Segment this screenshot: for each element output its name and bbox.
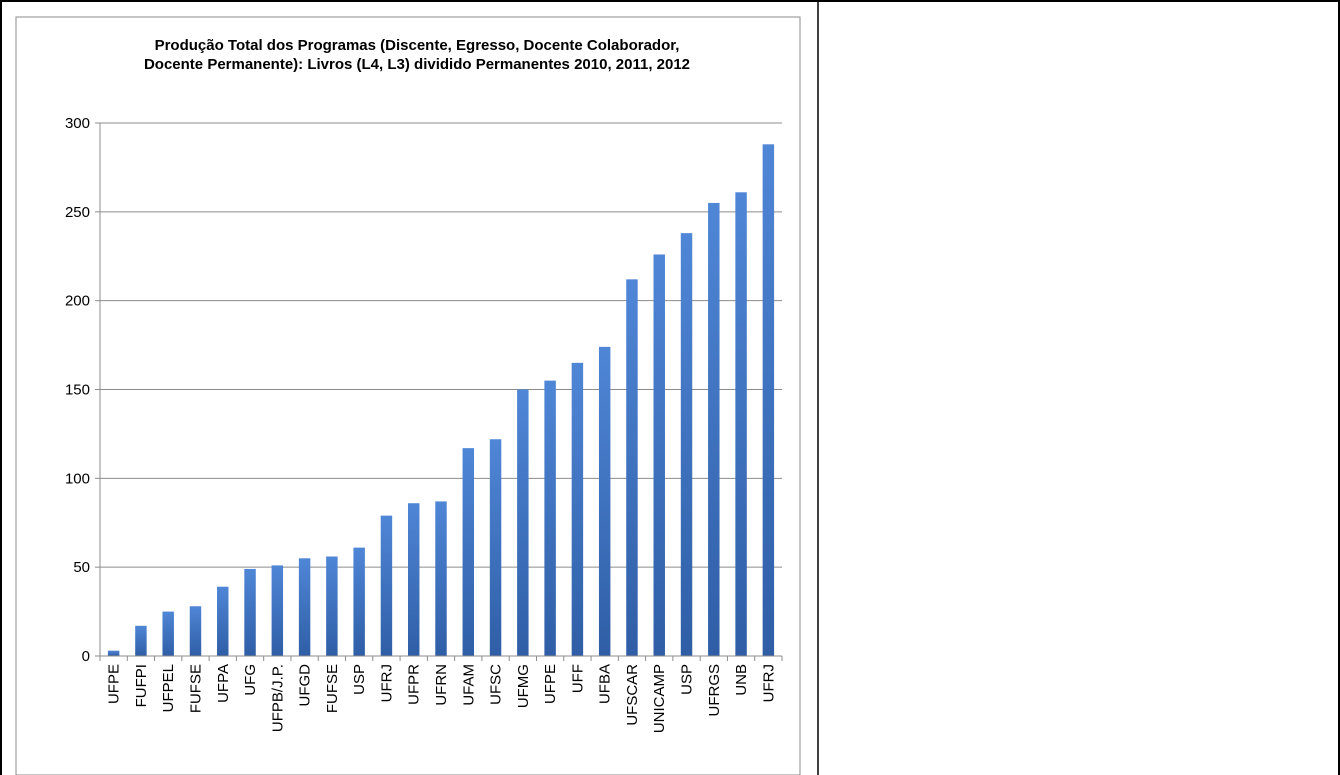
bar bbox=[271, 565, 284, 656]
x-tick-label: UFPEL bbox=[160, 664, 177, 712]
x-tick-label: USP bbox=[679, 664, 696, 695]
bar bbox=[162, 611, 174, 656]
x-tick-label: UFSC bbox=[488, 664, 505, 705]
x-tick-label: UFGD bbox=[297, 664, 314, 707]
chart-title: Produção Total dos Programas (Discente, … bbox=[32, 36, 802, 74]
x-tick-label: UFF bbox=[569, 664, 586, 693]
x-axis bbox=[95, 122, 783, 661]
x-tick-label: UFAM bbox=[460, 664, 477, 706]
bar bbox=[217, 586, 229, 656]
bar bbox=[380, 515, 393, 656]
bar bbox=[544, 380, 556, 656]
bar bbox=[735, 192, 747, 657]
bar bbox=[489, 439, 502, 656]
bar bbox=[189, 606, 202, 656]
x-tick-label: UFPE bbox=[106, 664, 123, 704]
bar bbox=[435, 501, 447, 656]
bar bbox=[653, 254, 665, 656]
bar bbox=[326, 556, 338, 656]
bar bbox=[244, 568, 256, 656]
bar bbox=[571, 362, 584, 656]
y-tick-label: 200 bbox=[65, 293, 90, 310]
bar bbox=[598, 346, 611, 656]
x-tick-label: UFRGS bbox=[706, 664, 723, 717]
x-tick-label: UFPE bbox=[542, 664, 559, 704]
chart-area-box bbox=[15, 16, 801, 775]
y-tick-label: 300 bbox=[65, 115, 90, 132]
x-tick-label: UFRJ bbox=[378, 664, 395, 702]
x-tick-label: UNB bbox=[733, 664, 750, 696]
bar bbox=[298, 558, 311, 656]
gridlines bbox=[100, 122, 782, 568]
bar bbox=[353, 547, 365, 656]
bar bbox=[626, 279, 638, 656]
y-tick-label: 150 bbox=[65, 382, 90, 399]
x-tick-label: UFSCAR bbox=[624, 664, 641, 726]
bar bbox=[762, 144, 775, 656]
x-tick-label: FUFPI bbox=[133, 664, 150, 707]
y-tick-label: 100 bbox=[65, 470, 90, 487]
x-tick-label: UNICAMP bbox=[651, 664, 668, 733]
bar bbox=[107, 650, 120, 656]
x-tick-label: FUFSE bbox=[187, 664, 204, 713]
chart-title-line-1: Produção Total dos Programas (Discente, … bbox=[154, 37, 680, 54]
bar bbox=[680, 233, 693, 657]
y-axis-tick-labels: 0 50 100 150 200 250 300 bbox=[65, 115, 90, 665]
y-tick-label: 0 bbox=[82, 648, 90, 665]
x-tick-label: USP bbox=[351, 664, 368, 695]
y-tick-label: 50 bbox=[73, 559, 90, 576]
x-tick-label: UFRJ bbox=[760, 664, 777, 702]
x-tick-label: UFPB/J.P. bbox=[269, 664, 286, 732]
x-tick-label: UFPR bbox=[406, 664, 423, 705]
bar bbox=[135, 625, 147, 656]
x-tick-label: UFRN bbox=[433, 664, 450, 706]
bar bbox=[407, 503, 420, 656]
bar bbox=[462, 448, 475, 656]
bar bbox=[708, 202, 720, 656]
x-tick-label: UFPA bbox=[215, 664, 232, 703]
bar bbox=[517, 389, 529, 656]
y-tick-label: 250 bbox=[65, 204, 90, 221]
x-tick-label: UFMG bbox=[515, 664, 532, 708]
chart-title-line-2: Docente Permanente): Livros (L4, L3) div… bbox=[143, 56, 691, 73]
x-tick-label: FUFSE bbox=[324, 664, 341, 713]
bars bbox=[107, 144, 775, 657]
x-tick-label: UFG bbox=[242, 664, 259, 696]
x-axis-tick-labels: UFPE FUFPI UFPEL FUFSE UFPA UFG UFPB/J.P. UFGD F… bbox=[106, 664, 778, 733]
x-tick-label: UFBA bbox=[597, 664, 614, 704]
